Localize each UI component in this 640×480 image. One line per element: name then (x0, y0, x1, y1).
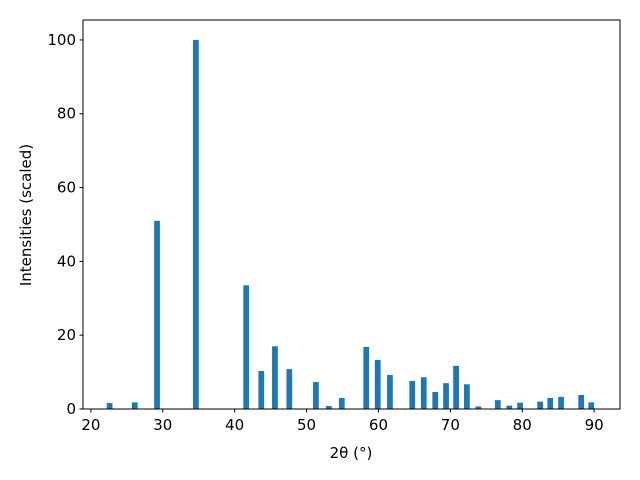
bar (272, 346, 278, 409)
plot-frame (82, 19, 621, 410)
bar (374, 359, 381, 409)
bar (537, 401, 544, 409)
bar (325, 406, 332, 409)
y-tick-label: 0 (66, 400, 76, 418)
bar (154, 220, 160, 409)
bar (313, 382, 319, 409)
bar (506, 405, 513, 409)
y-tick-label: 100 (47, 31, 76, 49)
bar (547, 397, 554, 409)
x-tick-label: 70 (441, 416, 460, 434)
x-tick-label: 50 (297, 416, 316, 434)
x-tick-label: 90 (585, 416, 604, 434)
x-tick-label: 30 (153, 416, 172, 434)
bar (558, 396, 564, 409)
bar (517, 402, 523, 409)
y-axis-label: Intensities (scaled) (17, 144, 35, 286)
bar (409, 380, 416, 409)
bar (453, 365, 459, 409)
bar (363, 346, 370, 409)
bar (588, 402, 595, 409)
bar (106, 403, 113, 409)
bar (464, 384, 470, 409)
bar (243, 285, 250, 409)
bar (131, 402, 138, 409)
bar (338, 397, 345, 409)
bar (192, 39, 199, 410)
y-tick-label: 40 (57, 252, 76, 270)
y-tick-label: 60 (57, 179, 76, 197)
bar (578, 394, 585, 409)
bar (387, 375, 393, 409)
bar (432, 392, 439, 409)
x-tick-label: 60 (369, 416, 388, 434)
x-tick-label: 80 (513, 416, 532, 434)
bar (443, 383, 449, 409)
y-tick-label: 20 (57, 326, 76, 344)
bar (286, 369, 293, 409)
x-axis-label: 2θ (°) (330, 444, 373, 462)
x-tick-label: 20 (81, 416, 100, 434)
x-tick-label: 40 (225, 416, 244, 434)
bar (258, 370, 265, 409)
y-tick-label: 80 (57, 105, 76, 123)
bar (420, 377, 427, 409)
bar (494, 400, 501, 409)
bar (475, 406, 482, 409)
